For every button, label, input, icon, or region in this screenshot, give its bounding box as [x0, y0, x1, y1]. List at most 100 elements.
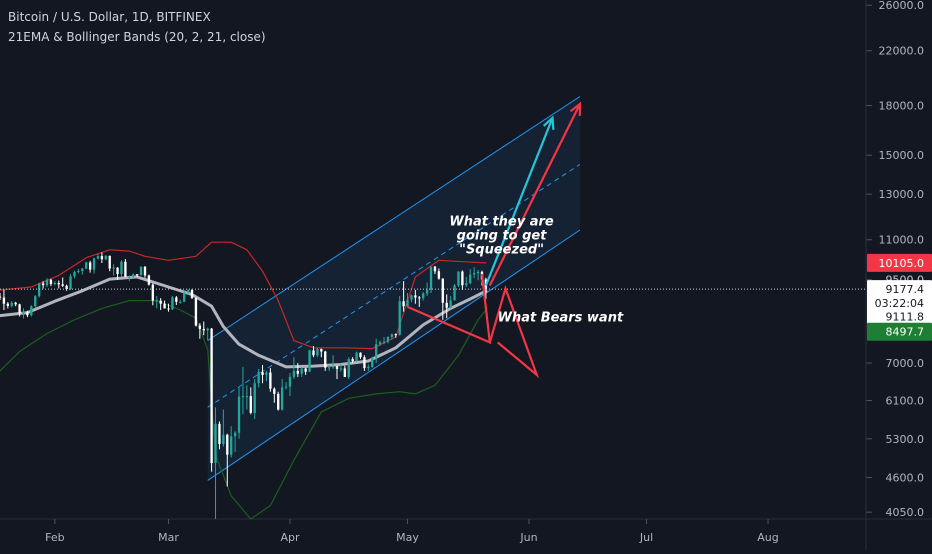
candle [453, 284, 456, 301]
candle-body [143, 266, 147, 276]
candle-body [292, 370, 296, 377]
candle-body [300, 368, 303, 374]
candle [222, 409, 225, 447]
price-tag-bg [867, 322, 932, 341]
candle-body [386, 336, 390, 342]
candle [163, 300, 166, 309]
bears-annotation-text: What Bears want [498, 311, 624, 326]
candle-body [198, 325, 202, 329]
candle-body [453, 285, 456, 301]
candle [371, 356, 374, 368]
y-tick-label: 5300.0 [886, 433, 925, 446]
candle [143, 266, 147, 278]
price-tag-label: 9111.8 [886, 311, 925, 324]
candle-body [378, 342, 382, 345]
candle-body [26, 311, 29, 316]
candle-body [257, 372, 260, 384]
candle-body [269, 372, 272, 389]
candle-body [280, 387, 284, 410]
candle-body [202, 328, 205, 331]
candle [139, 266, 143, 276]
candle-body [139, 266, 143, 276]
candle-body [182, 292, 186, 302]
candle-body [237, 396, 241, 433]
candle-body [222, 434, 225, 445]
candle-body [327, 367, 331, 369]
candle [179, 299, 182, 304]
candle-body [30, 306, 33, 316]
candle-body [147, 275, 151, 285]
candle [280, 379, 284, 411]
candle [116, 267, 119, 280]
candle-body [73, 272, 76, 277]
squeeze-annotation-text: What they are [449, 214, 554, 229]
candle-body [155, 300, 158, 302]
candle-body [273, 388, 276, 394]
y-tick-label: 4600.0 [886, 471, 925, 484]
candle-body [81, 268, 84, 271]
candle-body [124, 261, 127, 277]
candle-body [437, 271, 441, 279]
candle [441, 278, 444, 320]
candle [30, 305, 33, 317]
candle [398, 295, 401, 336]
price-tag-label: 10105.0 [879, 257, 925, 270]
y-tick-label: 7000.0 [886, 357, 925, 370]
candle-body [402, 301, 405, 307]
candle [425, 282, 429, 296]
candle [155, 295, 158, 309]
candle [277, 391, 280, 411]
candle [2, 289, 6, 311]
candle-body [461, 271, 464, 286]
candle [316, 347, 319, 358]
candle [104, 255, 107, 261]
candle [194, 297, 198, 327]
candle-body [308, 350, 311, 372]
candle [343, 365, 347, 377]
candle [331, 355, 335, 369]
candle [100, 252, 104, 264]
y-tick-label: 13000.0 [879, 188, 925, 201]
candle [186, 289, 190, 294]
candle [261, 364, 264, 384]
candle [433, 266, 437, 275]
candle [304, 367, 307, 375]
candle-body [363, 357, 366, 369]
price-tag: 10105.0 [867, 253, 932, 272]
price-tag-bg [867, 280, 932, 299]
candle [120, 260, 123, 277]
candle-body [194, 297, 198, 326]
y-tick-label: 6100.0 [886, 395, 925, 408]
candle-body [88, 262, 92, 270]
candle [308, 349, 311, 373]
candle-body [469, 274, 472, 284]
candle [233, 431, 237, 453]
candle-body [371, 357, 374, 367]
candle-body [57, 282, 60, 285]
bear-path-arrow [407, 273, 540, 379]
candle-body [120, 261, 123, 275]
candle [26, 310, 29, 318]
chart-legend: Bitcoin / U.S. Dollar, 1D, BITFINEX 21EM… [8, 7, 266, 47]
candle [53, 281, 57, 286]
candle [457, 271, 460, 287]
candle [206, 327, 209, 341]
price-tag-label: 9177.4 [886, 283, 925, 296]
candle-body [249, 396, 252, 413]
candle [41, 281, 45, 289]
candle-body [390, 334, 394, 337]
candle-body [112, 267, 115, 269]
candle [128, 275, 131, 282]
candle-body [433, 266, 437, 272]
candle-body [343, 368, 347, 377]
candle [269, 368, 272, 392]
candle [445, 294, 448, 319]
channel-lower-line [207, 229, 581, 481]
candle-body [41, 283, 45, 286]
candle-body [163, 303, 166, 309]
candle-body [230, 436, 233, 455]
x-tick-label: Apr [280, 531, 300, 544]
candle [171, 295, 174, 311]
